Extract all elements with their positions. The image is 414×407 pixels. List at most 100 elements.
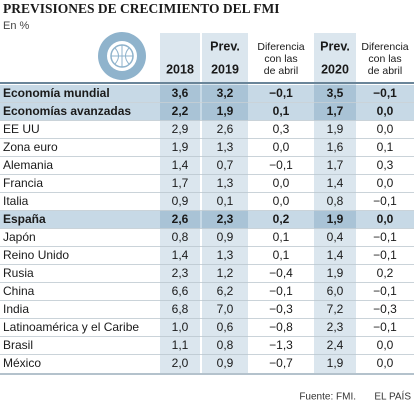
row-label: Economía mundial: [3, 86, 110, 100]
row-label: Brasil: [3, 338, 33, 352]
cell-value: 1,3: [217, 140, 234, 154]
cell-value: 0,8: [217, 338, 234, 352]
cell-value: 1,6: [327, 140, 344, 154]
row-label: Francia: [3, 176, 43, 190]
cell-value: 0,1: [273, 248, 290, 262]
cell-value: 1,9: [327, 356, 344, 370]
row-label: Italia: [3, 194, 29, 208]
cell-value: 1,4: [327, 176, 344, 190]
cell-value: 2,6: [217, 122, 234, 136]
cell-value: 1,9: [217, 104, 234, 118]
cell-value: 1,4: [172, 248, 189, 262]
cell-value: −0,1: [269, 158, 293, 172]
cell-value: −0,1: [373, 248, 397, 262]
cell-value: −0,3: [373, 302, 397, 316]
column-header: Prev.: [320, 39, 350, 53]
cell-value: 0,2: [377, 266, 394, 280]
cell-value: 2,3: [217, 212, 234, 226]
row-label: Zona euro: [3, 140, 58, 154]
brand: EL PAÍS: [374, 390, 411, 403]
row-label: México: [3, 356, 41, 370]
column-header: 2019: [211, 62, 239, 76]
cell-value: 1,9: [327, 212, 344, 226]
cell-value: 0,0: [273, 176, 290, 190]
cell-value: 0,0: [377, 356, 394, 370]
cell-value: 0,3: [273, 122, 290, 136]
cell-value: 0,9: [172, 194, 189, 208]
cell-value: 2,2: [172, 104, 189, 118]
cell-value: −0,4: [269, 266, 293, 280]
cell-value: 2,3: [327, 320, 344, 334]
cell-value: 3,2: [217, 86, 234, 100]
cell-value: 1,1: [172, 338, 189, 352]
cell-value: 0,3: [377, 158, 394, 172]
column-header: con las: [368, 53, 401, 65]
column-header: Diferencia: [257, 41, 304, 53]
cell-value: 0,1: [273, 104, 290, 118]
row-label: Economías avanzadas: [3, 104, 131, 118]
cell-value: 2,3: [172, 266, 189, 280]
cell-value: 0,0: [377, 104, 394, 118]
cell-highlight: [160, 103, 200, 120]
column-header: Prev.: [210, 39, 240, 53]
cell-highlight: [160, 211, 200, 228]
row-label: Rusia: [3, 266, 34, 280]
source: Fuente: FMI.: [299, 392, 356, 403]
cell-value: 0,1: [377, 140, 394, 154]
cell-value: 0,9: [217, 356, 234, 370]
cell-value: 0,6: [217, 320, 234, 334]
cell-value: 2,6: [172, 212, 189, 226]
cell-value: 1,7: [327, 104, 344, 118]
row-label: EE UU: [3, 122, 40, 136]
cell-value: −0,1: [373, 86, 397, 100]
cell-value: −0,1: [269, 86, 293, 100]
cell-value: 0,2: [273, 212, 290, 226]
cell-value: −0,1: [269, 284, 293, 298]
column-header: de abril: [368, 65, 402, 77]
cell-value: 2,0: [172, 356, 189, 370]
cell-value: 6,2: [217, 284, 234, 298]
cell-value: 1,2: [217, 266, 234, 280]
cell-value: 6,0: [327, 284, 344, 298]
cell-value: 0,0: [273, 140, 290, 154]
cell-highlight: [202, 211, 248, 228]
column-header: 2020: [321, 62, 349, 76]
column-header: de abril: [264, 65, 298, 77]
cell-value: −0,7: [269, 356, 293, 370]
cell-value: 1,9: [327, 122, 344, 136]
cell-value: 7,2: [327, 302, 344, 316]
imf-logo: [98, 32, 146, 80]
cell-value: 1,4: [172, 158, 189, 172]
cell-highlight: [314, 85, 356, 102]
cell-value: 0,0: [377, 212, 394, 226]
cell-value: −0,1: [373, 284, 397, 298]
cell-value: 0,4: [327, 230, 344, 244]
cell-value: 6,6: [172, 284, 189, 298]
column-header: con las: [264, 53, 297, 65]
cell-highlight: [160, 85, 200, 102]
cell-value: 3,6: [172, 86, 189, 100]
cell-value: 0,0: [273, 194, 290, 208]
cell-value: 1,9: [172, 140, 189, 154]
cell-value: 0,8: [172, 230, 189, 244]
cell-value: 1,4: [327, 248, 344, 262]
cell-value: 0,7: [217, 158, 234, 172]
cell-value: 1,3: [217, 176, 234, 190]
cell-value: 1,7: [327, 158, 344, 172]
cell-value: 2,4: [327, 338, 344, 352]
cell-value: 0,0: [377, 176, 394, 190]
cell-value: 6,8: [172, 302, 189, 316]
cell-value: 1,0: [172, 320, 189, 334]
cell-value: −0,1: [373, 194, 397, 208]
cell-value: −0,3: [269, 302, 293, 316]
cell-value: 1,9: [327, 266, 344, 280]
title: PREVISIONES DE CRECIMIENTO DEL FMI: [3, 1, 280, 16]
cell-value: 0,9: [217, 230, 234, 244]
row-label: Alemania: [3, 158, 53, 172]
cell-value: 0,0: [377, 122, 394, 136]
cell-value: 3,5: [327, 86, 344, 100]
cell-value: 2,9: [172, 122, 189, 136]
cell-value: 0,1: [217, 194, 234, 208]
